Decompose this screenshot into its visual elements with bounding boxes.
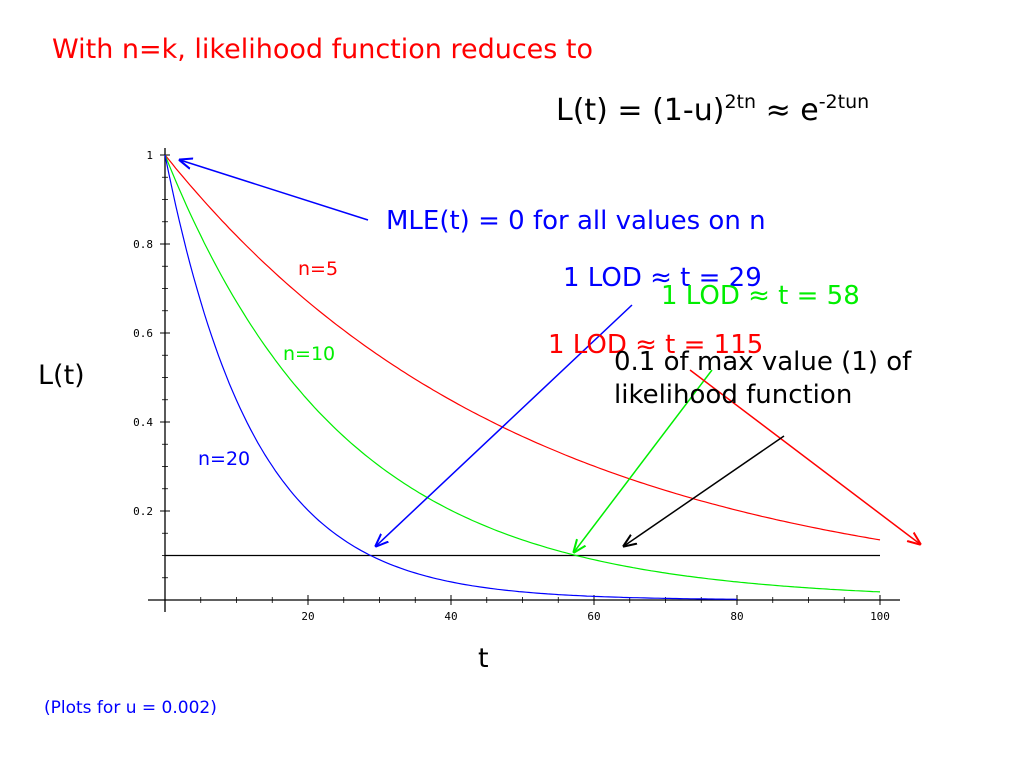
mle-arrow [180,160,369,221]
lod-n20-annotation: 1 LOD ≈ t = 29 [563,263,762,293]
formula-exponent-1: 2tn [724,91,757,113]
x-tick-label: 100 [870,610,890,623]
likelihood-formula: L(t) = (1-u)2tn ≈ e-2tun [556,93,869,128]
y-tick-label: 0.8 [133,238,153,251]
formula-approx: ≈ e [756,93,819,128]
x-tick-label: 80 [730,610,743,623]
slide-title: With n=k, likelihood function reduces to [52,34,594,65]
formula-exponent-2: -2tun [818,91,870,113]
ticks: 20 40 60 80 100 0.2 0.4 0.6 0.8 1 [133,149,890,623]
mle-annotation: MLE(t) = 0 for all values on n [386,206,766,236]
tenth-of-max-annotation: 0.1 of max value (1) of likelihood funct… [614,347,912,410]
series-label-n20: n=20 [198,448,251,470]
plot-footnote: (Plots for u = 0.002) [44,698,217,718]
tenth-arrow [624,435,785,546]
y-tick-label: 0.4 [133,416,153,429]
x-tick-label: 60 [587,610,600,623]
series-label-n10: n=10 [283,343,336,365]
axes [148,148,900,612]
lod-n20-arrow [376,304,633,546]
y-tick-label: 0.6 [133,327,153,340]
series-line-n=10 [164,154,881,593]
lod-n10-annotation: 1 LOD ≈ t = 58 [661,281,860,311]
y-tick-label: 1 [146,149,153,162]
series-label-n5: n=5 [298,258,339,280]
lod-n10-arrow [574,369,713,552]
curves [164,154,881,600]
y-tick-label: 0.2 [133,505,153,518]
x-axis-label: t [478,643,489,674]
x-tick-label: 20 [301,610,314,623]
series-line-n=20 [164,154,738,600]
lod-n5-arrow [689,369,920,544]
lod-n5-annotation: 1 LOD ≈ t = 115 [548,330,764,360]
series-line-n=5 [164,154,881,541]
annotation-arrows [180,160,920,552]
formula-lhs: L(t) = (1-u) [556,93,725,128]
y-axis-label: L(t) [38,360,85,391]
x-tick-label: 40 [444,610,457,623]
